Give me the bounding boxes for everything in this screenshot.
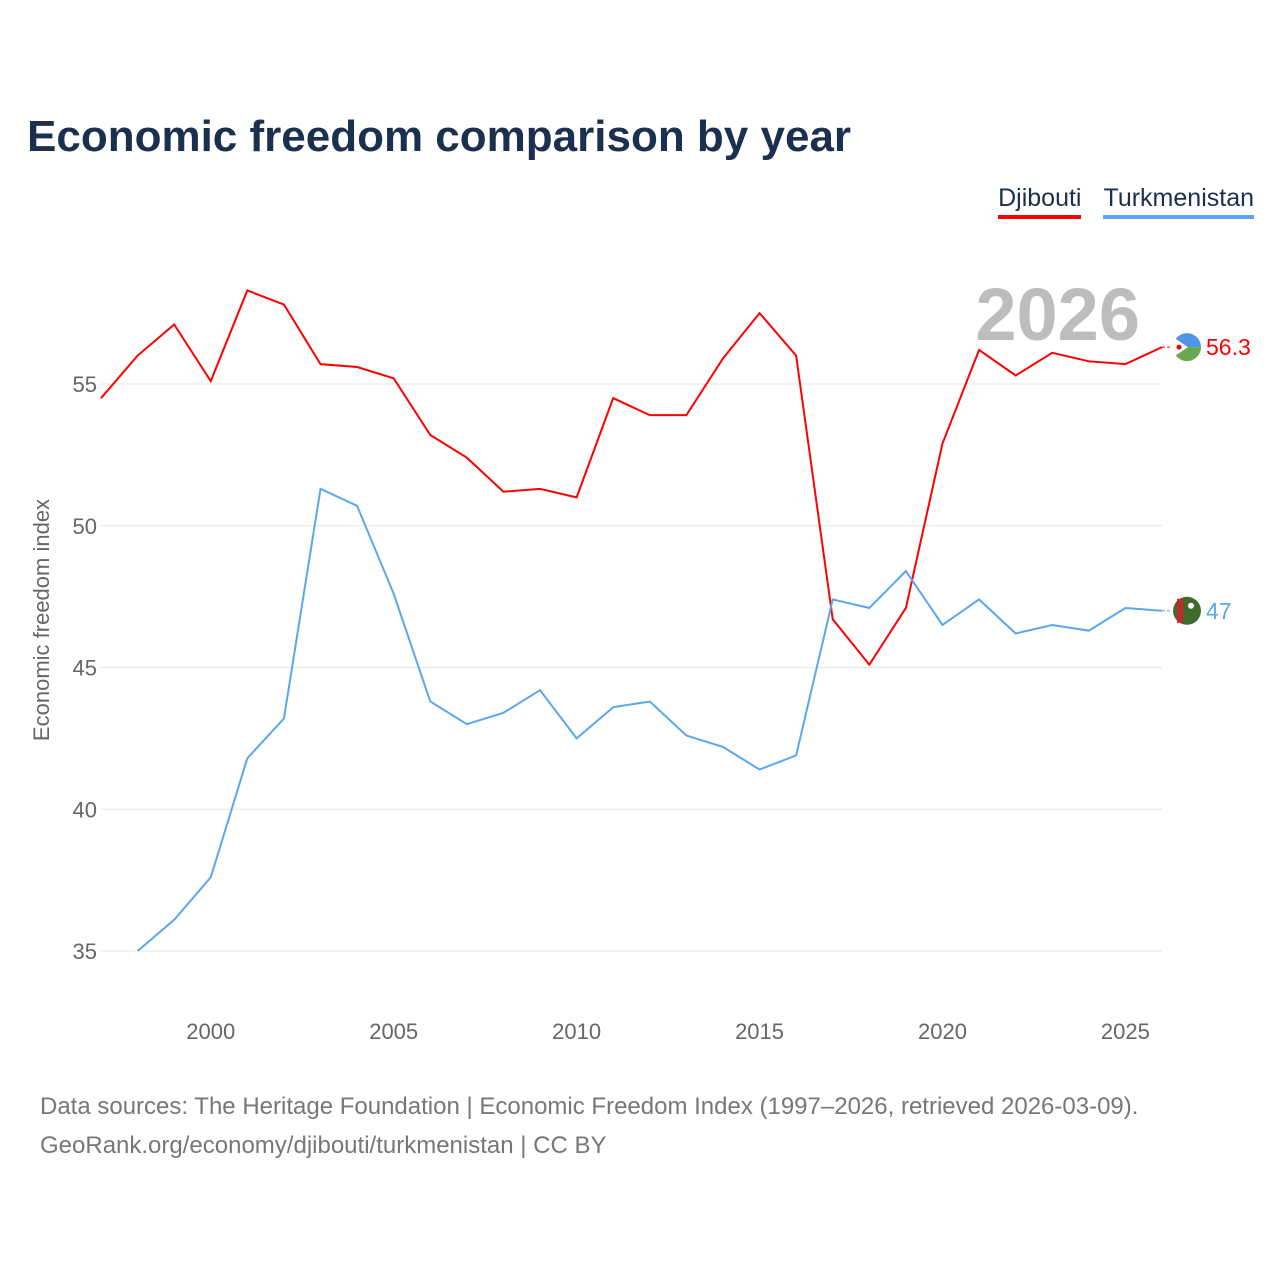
legend-djibouti[interactable]: Djibouti [998,184,1082,219]
flag-turkmenistan-icon [1173,596,1201,625]
y-tick-label: 35 [73,939,97,964]
y-tick-label: 50 [73,514,97,539]
source-line-2[interactable]: GeoRank.org/economy/djibouti/turkmenista… [40,1132,607,1159]
year-watermark: 2026 [975,273,1140,356]
source-line-1: Data sources: The Heritage Foundation | … [40,1093,1139,1120]
series-line-turkmenistan [136,487,1163,952]
source-note: Data sources: The Heritage Foundation | … [40,1087,1138,1165]
flag-djibouti-icon [1173,333,1201,362]
y-tick-label: 45 [73,656,97,681]
end-value-djibouti: 56.3 [1206,334,1251,360]
x-tick-label: 2010 [552,1019,601,1044]
x-tick-label: 2025 [1101,1019,1150,1044]
legend-turkmenistan[interactable]: Turkmenistan [1103,184,1254,219]
series-line-djibouti [100,289,1163,667]
x-tick-label: 2015 [735,1019,784,1044]
x-tick-label: 2005 [369,1019,418,1044]
x-tick-label: 2000 [186,1019,235,1044]
y-tick-label: 55 [73,372,97,397]
end-value-turkmenistan: 47 [1206,598,1232,624]
y-tick-label: 40 [73,797,97,822]
chart-title: Economic freedom comparison by year [27,112,852,161]
legend: Djibouti Turkmenistan [998,184,1254,219]
x-tick-label: 2020 [918,1019,967,1044]
